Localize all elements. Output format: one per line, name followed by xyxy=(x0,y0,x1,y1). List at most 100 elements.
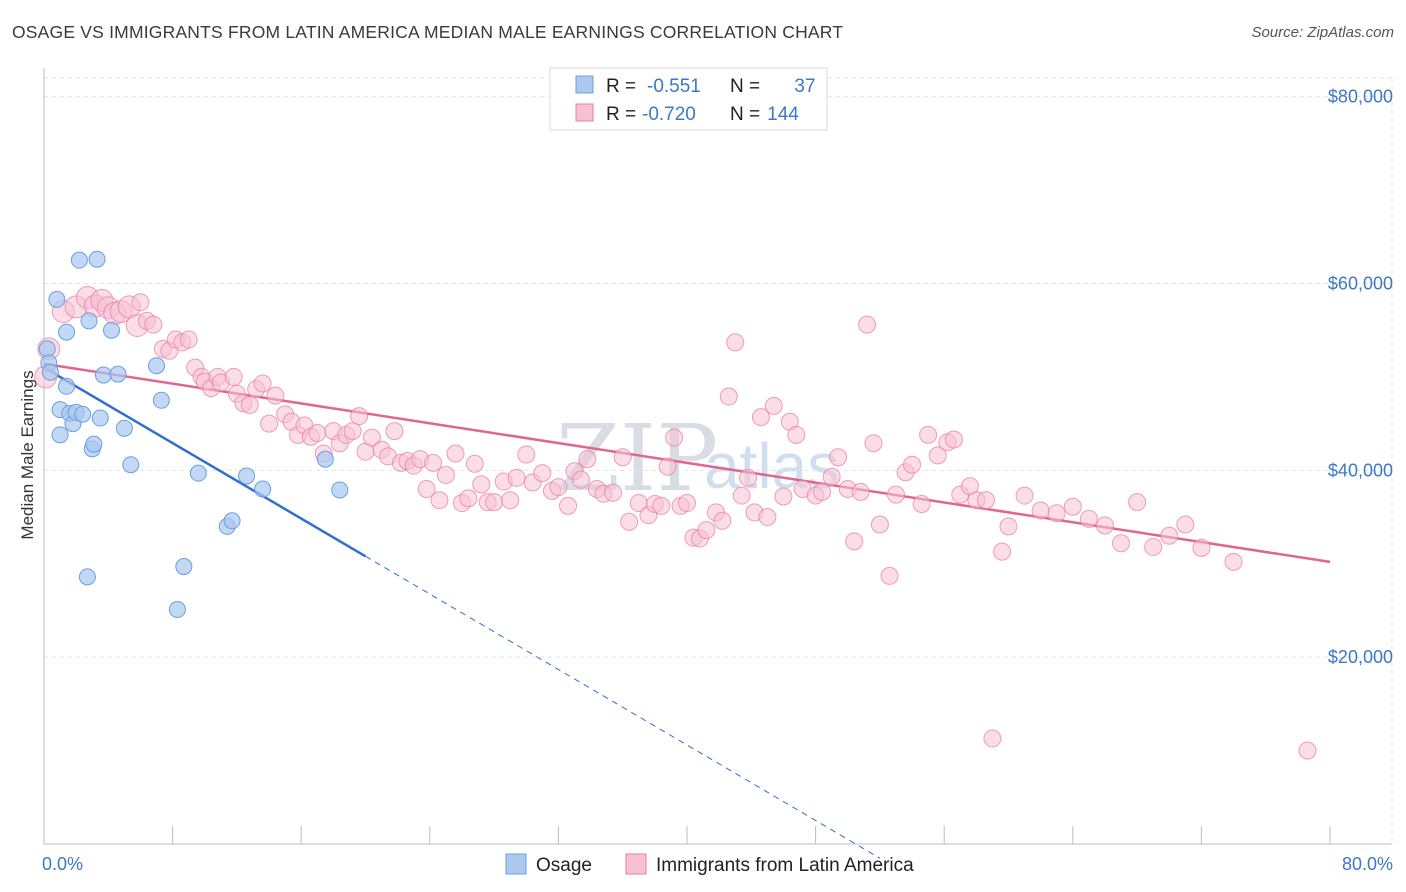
latin-point-44 xyxy=(343,422,362,441)
osage-point-20 xyxy=(103,321,121,339)
latin-point-73 xyxy=(549,478,568,497)
latin-point-77 xyxy=(578,450,597,469)
latin-point-33 xyxy=(266,386,285,405)
osage-point-3 xyxy=(48,290,66,308)
latin-point-142 xyxy=(1144,537,1163,556)
latin-point-118 xyxy=(880,566,899,585)
latin-point-115 xyxy=(858,315,877,334)
osage-point-14 xyxy=(80,312,98,330)
latin-point-95 xyxy=(713,511,732,530)
bottom-legend-osage-label: Osage xyxy=(536,855,592,876)
latin-point-131 xyxy=(983,729,1002,748)
latin-point-69 xyxy=(517,445,536,464)
osage-point-34 xyxy=(331,481,349,499)
latin-point-98 xyxy=(732,486,751,505)
latin-point-135 xyxy=(1031,501,1050,520)
latin-point-139 xyxy=(1095,516,1114,535)
latin-point-81 xyxy=(613,448,632,467)
x-tick-label-0: 0.0% xyxy=(42,854,83,874)
latin-point-58 xyxy=(436,466,455,485)
legend-r-label-2: R = xyxy=(606,104,636,125)
source-label: Source: ZipAtlas.com xyxy=(1251,24,1394,41)
osage-point-23 xyxy=(122,456,140,474)
latin-point-62 xyxy=(465,454,484,473)
osage-point-17 xyxy=(88,250,106,268)
legend-box xyxy=(549,67,828,131)
osage-point-18 xyxy=(91,409,109,427)
latin-point-39 xyxy=(308,423,327,442)
legend-osage-swatch xyxy=(575,75,594,94)
latin-point-14 xyxy=(144,315,163,334)
latin-point-45 xyxy=(350,407,369,426)
latin-point-59 xyxy=(446,444,465,463)
legend-n-label-2: N = xyxy=(730,104,760,125)
osage-point-13 xyxy=(78,568,96,586)
latin-point-65 xyxy=(485,493,504,512)
latin-point-110 xyxy=(822,467,841,486)
latin-point-106 xyxy=(787,425,806,444)
osage-point-6 xyxy=(58,323,76,341)
y-axis-label: Median Male Earnings xyxy=(18,370,37,539)
latin-point-116 xyxy=(864,434,883,453)
latin-point-101 xyxy=(751,408,770,427)
latin-point-61 xyxy=(459,489,478,508)
latin-point-123 xyxy=(919,425,938,444)
latin-point-145 xyxy=(1192,538,1211,557)
latin-point-137 xyxy=(1063,497,1082,516)
osage-point-24 xyxy=(148,357,166,375)
chart-title: OSAGE VS IMMIGRANTS FROM LATIN AMERICA M… xyxy=(12,22,844,42)
latin-point-76 xyxy=(571,470,590,489)
latin-point-146 xyxy=(1224,552,1243,571)
latin-point-31 xyxy=(253,374,272,393)
latin-point-130 xyxy=(976,491,995,510)
osage-point-22 xyxy=(115,419,133,437)
legend-r-label-1: R = xyxy=(606,76,636,97)
latin-point-50 xyxy=(385,422,404,441)
osage-point-19 xyxy=(94,366,112,384)
axes xyxy=(43,68,1392,845)
latin-point-57 xyxy=(430,491,449,510)
latin-point-122 xyxy=(912,494,931,513)
latin-point-19 xyxy=(179,330,198,349)
latin-point-96 xyxy=(719,387,738,406)
latin-point-132 xyxy=(993,542,1012,561)
latin-point-121 xyxy=(903,455,922,474)
latin-point-144 xyxy=(1176,515,1195,534)
osage-trend-extension xyxy=(365,555,881,859)
latin-point-99 xyxy=(739,468,758,487)
latin-point-114 xyxy=(851,482,870,501)
legend-r-value-latin: -0.720 xyxy=(642,104,696,125)
latin-point-47 xyxy=(362,428,381,447)
latin-point-138 xyxy=(1079,509,1098,528)
latin-point-113 xyxy=(845,532,864,551)
osage-point-16 xyxy=(85,435,103,453)
osage-point-25 xyxy=(152,391,170,409)
latin-point-143 xyxy=(1160,526,1179,545)
latin-point-136 xyxy=(1047,504,1066,523)
osage-point-32 xyxy=(254,480,272,498)
latin-point-26 xyxy=(224,367,243,386)
legend-n-value-latin: 144 xyxy=(767,104,799,125)
osage-point-30 xyxy=(223,512,241,530)
y-tick-label-3: $80,000 xyxy=(1328,87,1393,107)
latin-point-140 xyxy=(1112,534,1131,553)
osage-point-7 xyxy=(58,377,76,395)
osage-point-26 xyxy=(168,601,186,619)
latin-point-67 xyxy=(501,491,520,510)
bottom-legend-osage-swatch xyxy=(505,853,527,875)
latin-point-104 xyxy=(774,487,793,506)
latin-point-109 xyxy=(813,482,832,501)
x-tick-labels: 0.0% 80.0% xyxy=(42,854,1393,874)
osage-point-12 xyxy=(74,405,92,423)
latin-point-55 xyxy=(417,480,436,499)
series-latin-points xyxy=(34,286,1317,760)
latin-point-97 xyxy=(726,333,745,352)
legend-latin-swatch xyxy=(575,103,594,122)
latin-point-71 xyxy=(533,464,552,483)
y-tick-label-0: $20,000 xyxy=(1328,647,1393,667)
osage-point-27 xyxy=(175,558,193,576)
series-osage-points xyxy=(38,250,349,619)
latin-point-133 xyxy=(999,517,1018,536)
osage-point-28 xyxy=(189,464,207,482)
